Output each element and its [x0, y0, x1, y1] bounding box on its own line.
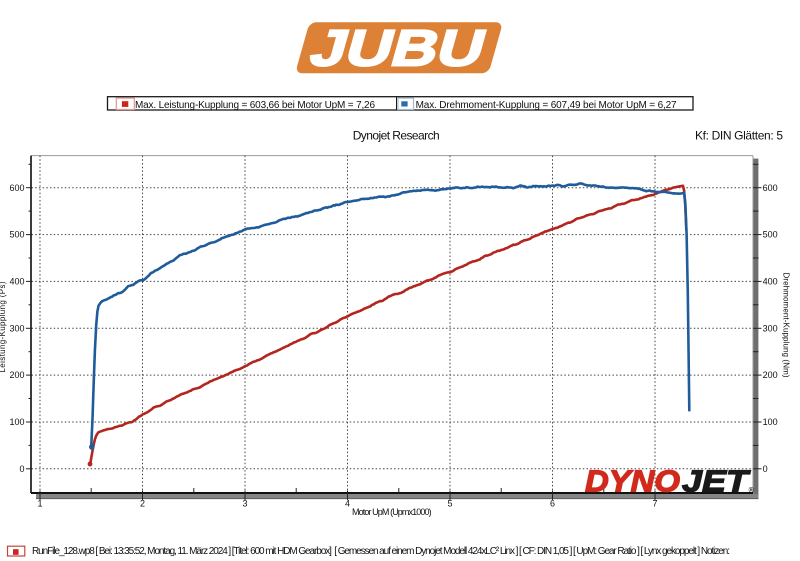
svg-text:400: 400 [763, 277, 778, 287]
svg-text:4: 4 [345, 498, 350, 508]
svg-text:100: 100 [9, 417, 24, 427]
svg-text:2: 2 [140, 498, 145, 508]
svg-text:300: 300 [763, 323, 778, 333]
svg-text:Max. Leistung-Kupplung = 603,6: Max. Leistung-Kupplung = 603,66 bei Moto… [135, 100, 375, 111]
svg-text:0: 0 [763, 464, 768, 474]
svg-text:Dynojet Research: Dynojet Research [353, 129, 440, 143]
svg-text:Leistung-Kupplung (Ps): Leistung-Kupplung (Ps) [0, 281, 7, 372]
svg-text:300: 300 [9, 323, 24, 333]
svg-text:®: ® [749, 487, 755, 495]
svg-text:400: 400 [9, 277, 24, 287]
svg-text:Kf: DIN Glätten: 5: Kf: DIN Glätten: 5 [695, 129, 783, 143]
svg-text:0: 0 [19, 464, 24, 474]
svg-text:1: 1 [37, 498, 42, 508]
svg-text:3: 3 [242, 498, 247, 508]
svg-text:500: 500 [9, 230, 24, 240]
svg-text:Motor UpM (Upmx1000): Motor UpM (Upmx1000) [352, 507, 432, 517]
svg-text:7: 7 [652, 498, 657, 508]
svg-text:100: 100 [763, 417, 778, 427]
svg-text:600: 600 [763, 183, 778, 193]
svg-text:600: 600 [9, 183, 24, 193]
svg-text:6: 6 [550, 498, 555, 508]
svg-text:JUBU: JUBU [304, 20, 492, 77]
svg-text:JET: JET [682, 464, 752, 499]
svg-text:DYNO: DYNO [585, 464, 680, 499]
svg-text:RunFile_128.wp8 [ Bei: 13:35:5: RunFile_128.wp8 [ Bei: 13:35:52, Montag,… [32, 546, 730, 557]
svg-text:500: 500 [763, 230, 778, 240]
svg-text:200: 200 [763, 370, 778, 380]
svg-text:Max. Drehmoment-Kupplung = 607: Max. Drehmoment-Kupplung = 607,49 bei Mo… [416, 100, 677, 111]
svg-text:200: 200 [9, 370, 24, 380]
svg-text:5: 5 [447, 498, 452, 508]
svg-text:Drehmoment-Kupplung (Nm): Drehmoment-Kupplung (Nm) [782, 273, 791, 378]
